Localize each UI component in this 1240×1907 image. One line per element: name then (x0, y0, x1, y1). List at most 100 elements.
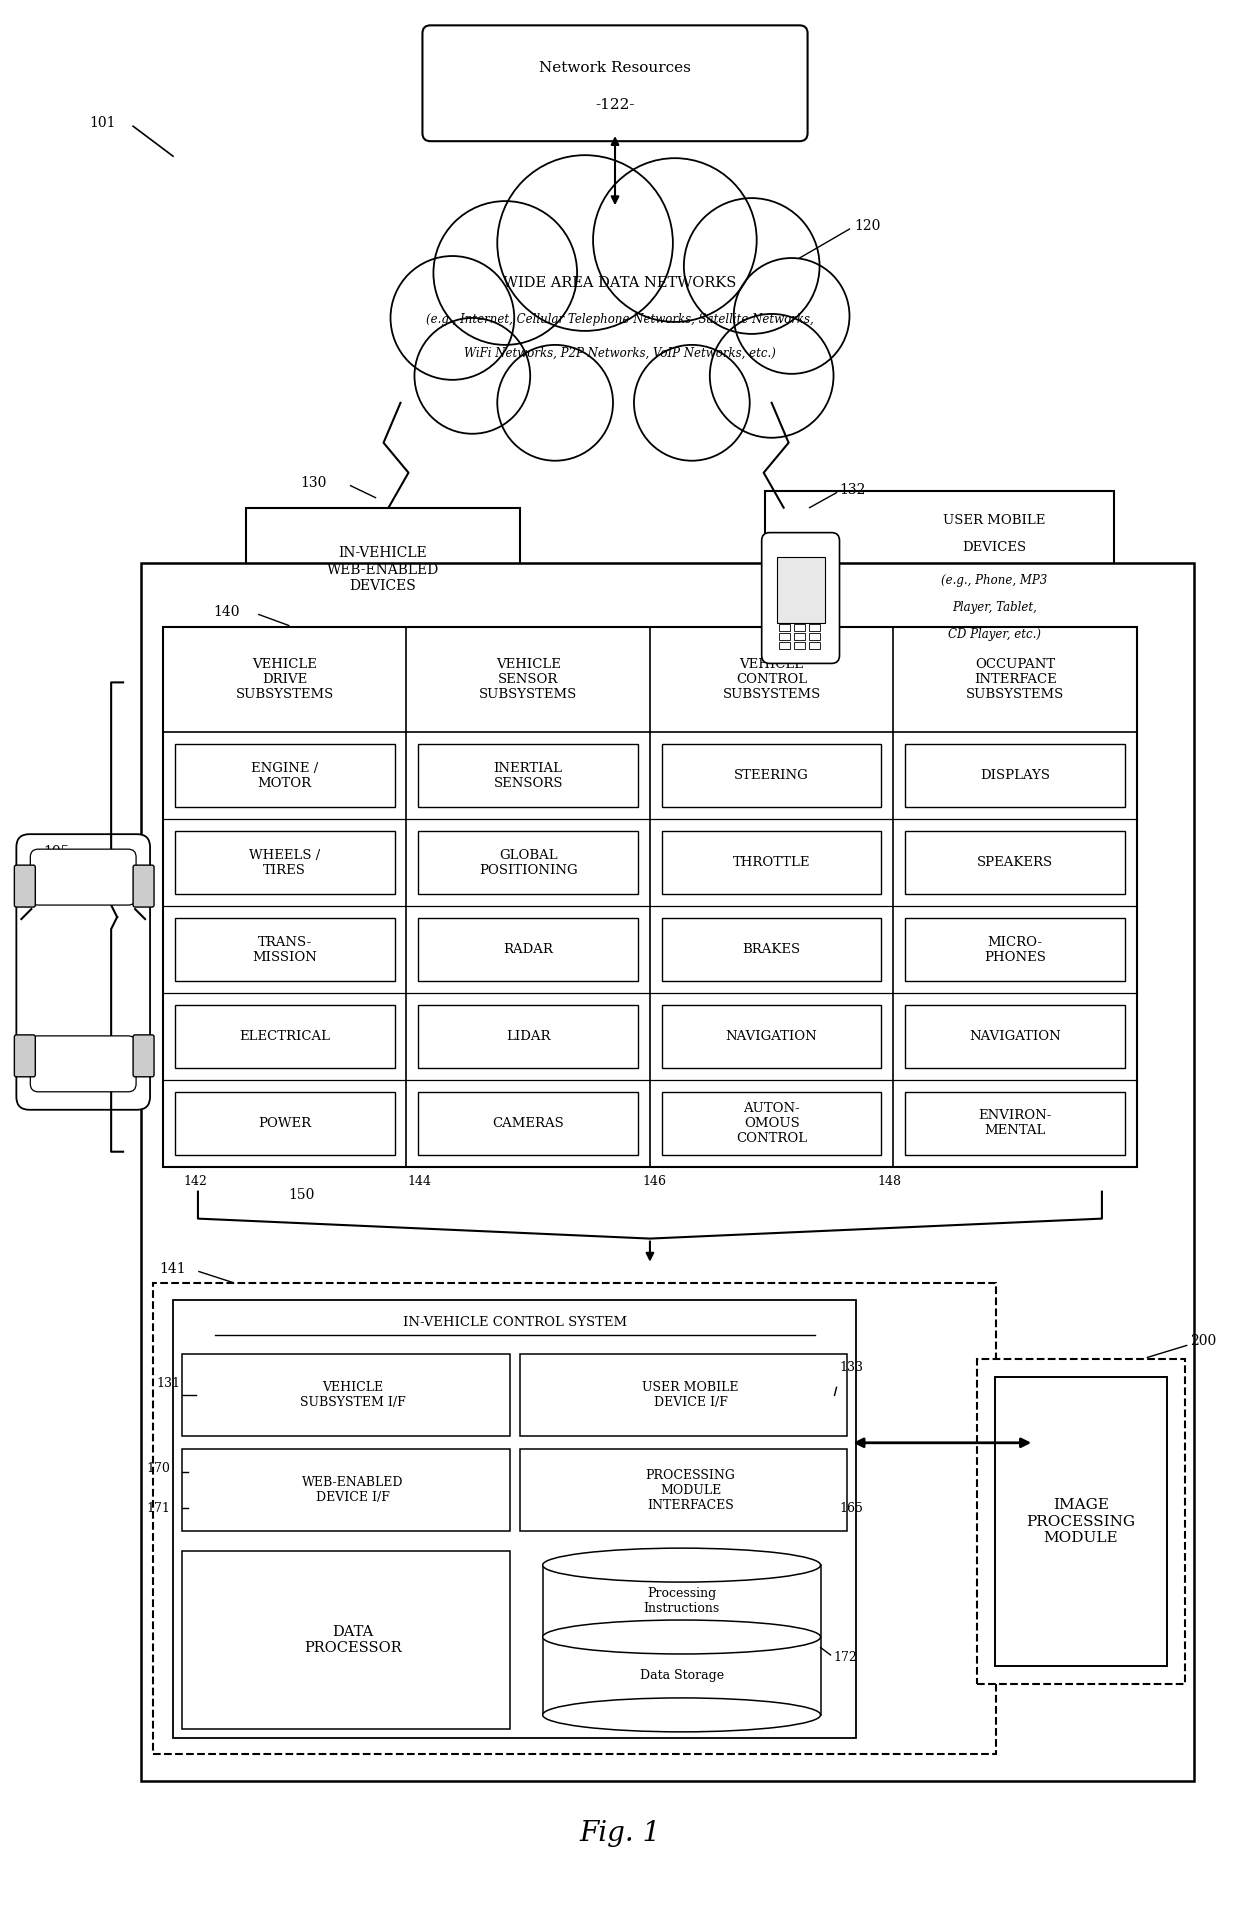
Text: WIDE AREA DATA NETWORKS: WIDE AREA DATA NETWORKS (503, 277, 737, 290)
Text: NAVIGATION: NAVIGATION (725, 1030, 817, 1043)
Text: IN-VEHICLE
WEB-ENABLED
DEVICES: IN-VEHICLE WEB-ENABLED DEVICES (327, 547, 439, 593)
FancyBboxPatch shape (15, 866, 35, 908)
Text: ENVIRON-
MENTAL: ENVIRON- MENTAL (978, 1110, 1052, 1137)
Text: Processing
Instructions: Processing Instructions (644, 1587, 719, 1615)
FancyBboxPatch shape (175, 831, 394, 894)
Text: VEHICLE
SUBSYSTEM I/F: VEHICLE SUBSYSTEM I/F (300, 1381, 405, 1409)
FancyBboxPatch shape (905, 831, 1125, 894)
FancyBboxPatch shape (808, 643, 820, 650)
FancyBboxPatch shape (133, 1036, 154, 1077)
FancyBboxPatch shape (543, 1566, 821, 1714)
FancyBboxPatch shape (662, 744, 882, 807)
Text: TRANS-
MISSION: TRANS- MISSION (252, 936, 317, 963)
Text: Fig. 1: Fig. 1 (579, 1819, 661, 1848)
Text: WEB-ENABLED
DEVICE I/F: WEB-ENABLED DEVICE I/F (303, 1476, 403, 1505)
FancyBboxPatch shape (141, 563, 1194, 1781)
FancyBboxPatch shape (423, 25, 807, 141)
FancyBboxPatch shape (175, 744, 394, 807)
Text: POWER: POWER (258, 1118, 311, 1129)
FancyBboxPatch shape (996, 1377, 1167, 1667)
FancyBboxPatch shape (808, 633, 820, 641)
FancyBboxPatch shape (418, 744, 637, 807)
FancyBboxPatch shape (182, 1449, 510, 1531)
Circle shape (434, 200, 577, 345)
Text: 142: 142 (184, 1175, 207, 1188)
FancyBboxPatch shape (30, 849, 136, 906)
Text: 105: 105 (43, 845, 69, 860)
Text: LIDAR: LIDAR (506, 1030, 551, 1043)
Text: MICRO-
PHONES: MICRO- PHONES (985, 936, 1047, 963)
Text: GLOBAL
POSITIONING: GLOBAL POSITIONING (479, 849, 578, 877)
FancyBboxPatch shape (418, 1005, 637, 1068)
Text: CD Player, etc.): CD Player, etc.) (947, 627, 1040, 641)
FancyBboxPatch shape (153, 1283, 996, 1754)
Text: 165: 165 (839, 1501, 863, 1514)
Text: 140: 140 (213, 606, 239, 620)
Text: DEVICES: DEVICES (962, 542, 1027, 555)
FancyBboxPatch shape (16, 833, 150, 1110)
FancyBboxPatch shape (246, 507, 521, 633)
Circle shape (414, 318, 531, 433)
Text: -122-: -122- (595, 99, 635, 113)
Circle shape (709, 315, 833, 439)
Text: (e.g., Internet, Cellular Telephone Networks, Satellite Networks,: (e.g., Internet, Cellular Telephone Netw… (427, 313, 813, 326)
Text: 133: 133 (839, 1362, 863, 1373)
Text: USER MOBILE: USER MOBILE (942, 515, 1045, 526)
FancyBboxPatch shape (765, 490, 1114, 662)
FancyBboxPatch shape (905, 917, 1125, 980)
FancyBboxPatch shape (905, 1005, 1125, 1068)
FancyBboxPatch shape (808, 624, 820, 631)
Circle shape (497, 345, 613, 461)
Text: THROTTLE: THROTTLE (733, 856, 811, 870)
Text: 141: 141 (159, 1262, 186, 1276)
FancyBboxPatch shape (175, 1093, 394, 1156)
Text: 120: 120 (854, 219, 880, 233)
FancyBboxPatch shape (662, 917, 882, 980)
Text: NAVIGATION: NAVIGATION (970, 1030, 1061, 1043)
FancyBboxPatch shape (418, 1093, 637, 1156)
FancyBboxPatch shape (133, 866, 154, 908)
Circle shape (475, 177, 765, 467)
Ellipse shape (543, 1697, 821, 1732)
Text: 200: 200 (1189, 1335, 1216, 1348)
Text: DISPLAYS: DISPLAYS (980, 769, 1050, 782)
FancyBboxPatch shape (905, 744, 1125, 807)
FancyBboxPatch shape (977, 1360, 1184, 1684)
FancyBboxPatch shape (794, 633, 805, 641)
Circle shape (593, 158, 756, 322)
FancyBboxPatch shape (779, 643, 790, 650)
Text: BRAKES: BRAKES (743, 942, 801, 955)
FancyBboxPatch shape (662, 1005, 882, 1068)
Text: 170: 170 (146, 1463, 170, 1474)
Text: CAMERAS: CAMERAS (492, 1118, 564, 1129)
Text: 172: 172 (833, 1651, 857, 1665)
FancyBboxPatch shape (776, 557, 825, 624)
Text: 148: 148 (878, 1175, 901, 1188)
Text: ENGINE /
MOTOR: ENGINE / MOTOR (252, 761, 319, 789)
FancyBboxPatch shape (779, 633, 790, 641)
Circle shape (734, 257, 849, 374)
FancyBboxPatch shape (182, 1550, 510, 1730)
Text: USER MOBILE
DEVICE I/F: USER MOBILE DEVICE I/F (642, 1381, 739, 1409)
Text: WHEELS /
TIRES: WHEELS / TIRES (249, 849, 320, 877)
Text: Data Storage: Data Storage (640, 1669, 724, 1682)
FancyBboxPatch shape (182, 1354, 510, 1436)
Text: RADAR: RADAR (503, 942, 553, 955)
Text: 131: 131 (156, 1377, 180, 1390)
FancyBboxPatch shape (520, 1354, 847, 1436)
Ellipse shape (543, 1548, 821, 1583)
Circle shape (634, 345, 750, 461)
Text: VEHICLE
SENSOR
SUBSYSTEMS: VEHICLE SENSOR SUBSYSTEMS (479, 658, 578, 702)
Circle shape (497, 154, 673, 332)
FancyBboxPatch shape (794, 643, 805, 650)
FancyBboxPatch shape (761, 532, 839, 664)
Text: 130: 130 (301, 475, 327, 490)
Text: STEERING: STEERING (734, 769, 808, 782)
FancyBboxPatch shape (794, 624, 805, 631)
FancyBboxPatch shape (779, 624, 790, 631)
Text: OCCUPANT
INTERFACE
SUBSYSTEMS: OCCUPANT INTERFACE SUBSYSTEMS (966, 658, 1064, 702)
Text: PROCESSING
MODULE
INTERFACES: PROCESSING MODULE INTERFACES (646, 1468, 735, 1512)
Text: Player, Tablet,: Player, Tablet, (952, 601, 1037, 614)
Text: 101: 101 (89, 116, 115, 130)
Text: WiFi Networks, P2P Networks, VoIP Networks, etc.): WiFi Networks, P2P Networks, VoIP Networ… (464, 347, 776, 359)
